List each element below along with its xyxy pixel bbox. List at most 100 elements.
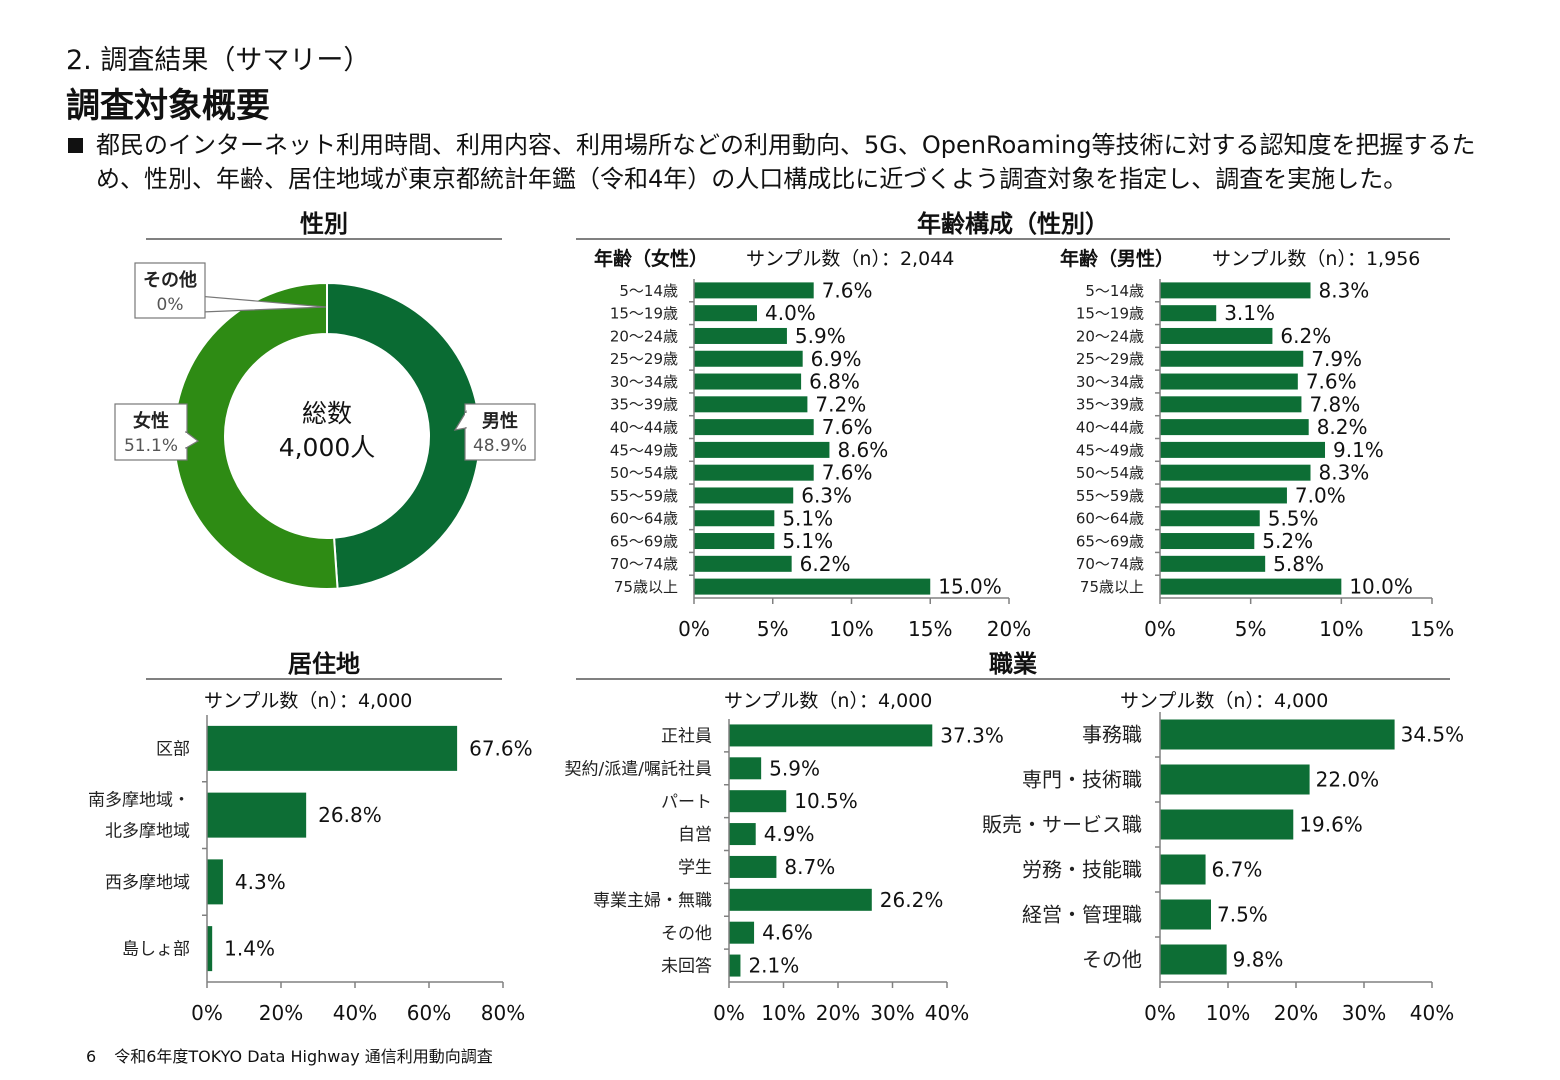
tick-label: 15% [908,617,952,641]
bar-employment [729,888,872,911]
tick-label: 30% [870,1001,914,1025]
slice-label-other: その他 [143,269,197,291]
category-label: 経営・管理職 [1022,903,1142,927]
bar-age_male [1160,396,1302,413]
data-label: 6.3% [801,483,852,507]
category-label: 25～29歳 [610,350,678,368]
data-label: 7.6% [822,415,873,439]
category-label: 正社員 [661,727,712,747]
bar-age_male [1160,350,1304,367]
bar-residence [207,859,223,905]
bar-job_type [1160,944,1227,975]
category-label: 30～34歳 [610,373,678,391]
category-label: 70～74歳 [1076,555,1144,573]
data-label: 8.3% [1319,278,1370,302]
intro-paragraph: 都民のインターネット利用時間、利用内容、利用場所などの利用動向、5G、OpenR… [66,128,1486,196]
category-label: 契約/派遣/嘱託社員 [565,759,712,779]
data-label: 22.0% [1316,768,1380,792]
section-divider [146,238,502,240]
bar-employment [729,757,762,780]
data-label: 26.2% [880,888,944,912]
bar-age_male [1160,533,1255,550]
category-label: 専門・技術職 [1022,768,1142,792]
data-label: 7.8% [1309,392,1360,416]
employment-bar-chart: 正社員 37.3% 契約/派遣/嘱託社員 5.9% パート 10.5% 自営 4.9% 学生 8.… [565,719,1004,1025]
tick-label: 10% [761,1001,805,1025]
bar-age_male [1160,578,1342,595]
bar-age_male [1160,305,1217,322]
page-number: 6 [86,1047,97,1066]
age-female-bar-chart: 5～14歳 7.6% 15～19歳 4.0% 20～24歳 5.9% 25～29歳 6.9% 3… [610,278,1031,641]
employment-sample: サンプル数（n）：4,000 [724,690,932,712]
category-label: 未回答 [661,957,712,977]
category-label: 販売・サービス職 [982,813,1142,837]
bar-job_type [1160,899,1211,930]
data-label: 6.9% [811,347,862,371]
category-label: 65～69歳 [610,532,678,550]
data-label: 9.1% [1333,438,1384,462]
section-title-age: 年齢構成（性別） [917,210,1109,238]
bar-residence [207,725,458,771]
slice-value-other: 0% [157,295,184,315]
tick-label: 0% [191,1001,223,1025]
data-label: 5.1% [782,529,833,553]
category-label: 島しょ部 [122,940,190,960]
bar-age_female [694,282,814,299]
bar-age_male [1160,487,1287,504]
footer-source: 令和6年度TOKYO Data Highway 通信利用動向調査 [114,1047,493,1066]
slice-value-female: 51.1% [124,436,178,456]
category-label: 専業主婦・無職 [593,891,712,911]
category-label: 30～34歳 [1076,373,1144,391]
bar-employment [729,921,755,944]
bar-employment [729,954,741,977]
tick-label: 20% [1274,1001,1318,1025]
section-divider [576,238,1450,240]
tick-label: 15% [1410,617,1454,641]
data-label: 8.7% [784,855,835,879]
tick-label: 30% [1342,1001,1386,1025]
data-label: 67.6% [469,736,533,760]
category-label: パート [661,792,712,812]
data-label: 5.8% [1273,552,1324,576]
category-label: 35～39歳 [1076,396,1144,414]
data-label: 8.2% [1317,415,1368,439]
category-label: その他 [661,924,712,944]
data-label: 10.5% [794,789,858,813]
category-label: 15～19歳 [610,305,678,323]
tick-label: 20% [259,1001,303,1025]
bar-age_male [1160,373,1298,390]
data-label: 5.1% [782,506,833,530]
data-label: 7.6% [822,278,873,302]
data-label: 37.3% [940,723,1004,747]
bar-age_female [694,305,757,322]
data-label: 4.9% [764,822,815,846]
bar-age_female [694,419,814,436]
category-label: 50～54歳 [610,464,678,482]
tick-label: 10% [1206,1001,1250,1025]
data-label: 7.6% [1306,370,1357,394]
category-label: 70～74歳 [610,555,678,573]
tick-label: 0% [1144,1001,1176,1025]
data-label: 26.8% [318,803,382,827]
data-label: 34.5% [1401,723,1465,747]
tick-label: 40% [1410,1001,1454,1025]
category-label: 45～49歳 [1076,441,1144,459]
data-label: 7.5% [1217,903,1268,927]
category-label: 学生 [678,858,712,878]
bar-employment [729,855,777,878]
tick-label: 10% [829,617,873,641]
age-male-sample: サンプル数（n）：1,956 [1212,248,1420,270]
pie-slice-female [173,281,339,590]
tick-label: 10% [1319,617,1363,641]
bar-age_female [694,578,931,595]
callout-male: 男性 48.9% [453,403,536,461]
data-label: 7.2% [815,392,866,416]
slice-label-male: 男性 [482,410,518,432]
category-label: 労務・技能職 [1022,858,1142,882]
tick-label: 40% [925,1001,969,1025]
data-label: 10.0% [1349,575,1413,599]
category-label: 5～14歳 [619,282,678,300]
bar-age_male [1160,555,1266,572]
data-label: 4.3% [235,870,286,894]
tick-label: 20% [987,617,1031,641]
